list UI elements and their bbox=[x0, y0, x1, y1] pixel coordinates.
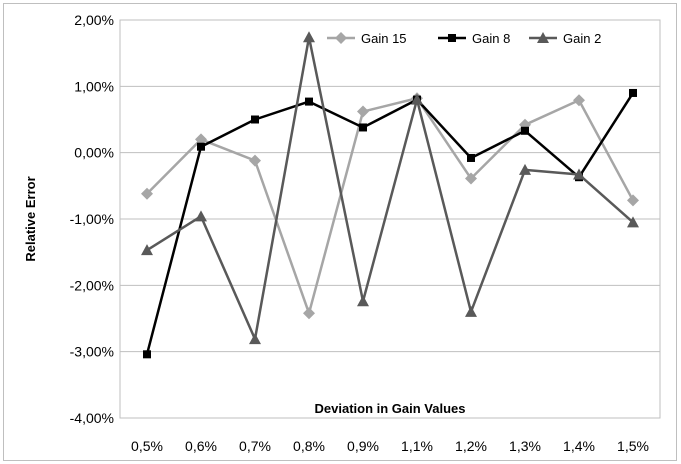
data-point-triangle bbox=[249, 333, 261, 345]
y-tick-label: -3,00% bbox=[70, 344, 114, 360]
data-point-triangle bbox=[519, 163, 531, 175]
data-point-diamond bbox=[573, 94, 585, 107]
data-point-square bbox=[629, 88, 637, 97]
legend-label: Gain 2 bbox=[563, 31, 601, 46]
legend: Gain 15 Gain 8 Gain 2 bbox=[327, 31, 601, 46]
x-tick-label: 0,8% bbox=[293, 438, 325, 454]
x-tick-label: 1,1% bbox=[401, 438, 433, 454]
x-axis-ticks: 0,5% 0,6% 0,7% 0,8% 0,9% 1,1% 1,2% 1,3% 1,4% 1,5% bbox=[131, 438, 649, 454]
x-tick-label: 0,7% bbox=[239, 438, 271, 454]
series-line bbox=[145, 92, 635, 355]
plot-area bbox=[119, 19, 661, 419]
data-point-triangle bbox=[303, 31, 315, 43]
x-tick-label: 1,4% bbox=[563, 438, 595, 454]
data-point-diamond bbox=[357, 105, 369, 118]
x-tick-label: 0,5% bbox=[131, 438, 163, 454]
series-gain-15 bbox=[141, 92, 639, 320]
data-point-square bbox=[359, 123, 367, 132]
data-point-triangle bbox=[141, 244, 153, 256]
series-gain-8 bbox=[143, 88, 637, 359]
y-tick-label: -1,00% bbox=[70, 211, 114, 227]
data-point-diamond bbox=[465, 172, 477, 185]
data-point-triangle bbox=[411, 93, 423, 105]
data-point-diamond bbox=[303, 307, 315, 320]
data-point-square bbox=[521, 126, 529, 135]
data-point-diamond bbox=[249, 154, 261, 167]
data-point-diamond bbox=[335, 32, 347, 44]
data-point-triangle bbox=[573, 168, 585, 180]
data-point-square bbox=[143, 350, 151, 359]
y-tick-label: 0,00% bbox=[74, 145, 114, 161]
legend-item: Gain 15 bbox=[327, 31, 407, 46]
chart-frame bbox=[3, 3, 677, 461]
y-tick-label: 1,00% bbox=[74, 78, 114, 94]
data-point-triangle bbox=[627, 216, 639, 228]
y-tick-label: -4,00% bbox=[70, 410, 114, 426]
data-point-square bbox=[305, 97, 313, 106]
series-line bbox=[146, 97, 635, 315]
x-tick-label: 0,6% bbox=[185, 438, 217, 454]
data-point-square bbox=[448, 34, 456, 42]
y-tick-label: -2,00% bbox=[70, 277, 114, 293]
data-point-square bbox=[467, 153, 475, 162]
series-lines bbox=[141, 31, 639, 359]
data-point-square bbox=[197, 142, 205, 151]
data-point-diamond bbox=[627, 194, 639, 207]
x-axis-title: Deviation in Gain Values bbox=[315, 401, 466, 416]
x-tick-label: 0,9% bbox=[347, 438, 379, 454]
y-axis-title: Relative Error bbox=[23, 176, 38, 261]
series-line bbox=[146, 35, 634, 341]
x-tick-label: 1,5% bbox=[617, 438, 649, 454]
y-tick-label: 2,00% bbox=[74, 12, 114, 28]
data-point-triangle bbox=[465, 305, 477, 317]
data-point-triangle bbox=[357, 295, 369, 307]
y-axis-ticks: 2,00% 1,00% 0,00% -1,00% -2,00% -3,00% -4,00% bbox=[70, 12, 114, 426]
legend-label: Gain 15 bbox=[361, 31, 407, 46]
data-point-square bbox=[251, 115, 259, 124]
legend-item: Gain 8 bbox=[438, 31, 510, 46]
data-point-diamond bbox=[195, 133, 207, 146]
data-point-triangle bbox=[195, 210, 207, 222]
x-tick-label: 1,2% bbox=[455, 438, 487, 454]
data-point-diamond bbox=[141, 187, 153, 200]
series-gain-2 bbox=[141, 31, 639, 345]
legend-item: Gain 2 bbox=[529, 31, 601, 46]
data-point-triangle bbox=[537, 32, 549, 43]
legend-label: Gain 8 bbox=[472, 31, 510, 46]
data-point-diamond bbox=[519, 118, 531, 131]
x-tick-label: 1,3% bbox=[509, 438, 541, 454]
